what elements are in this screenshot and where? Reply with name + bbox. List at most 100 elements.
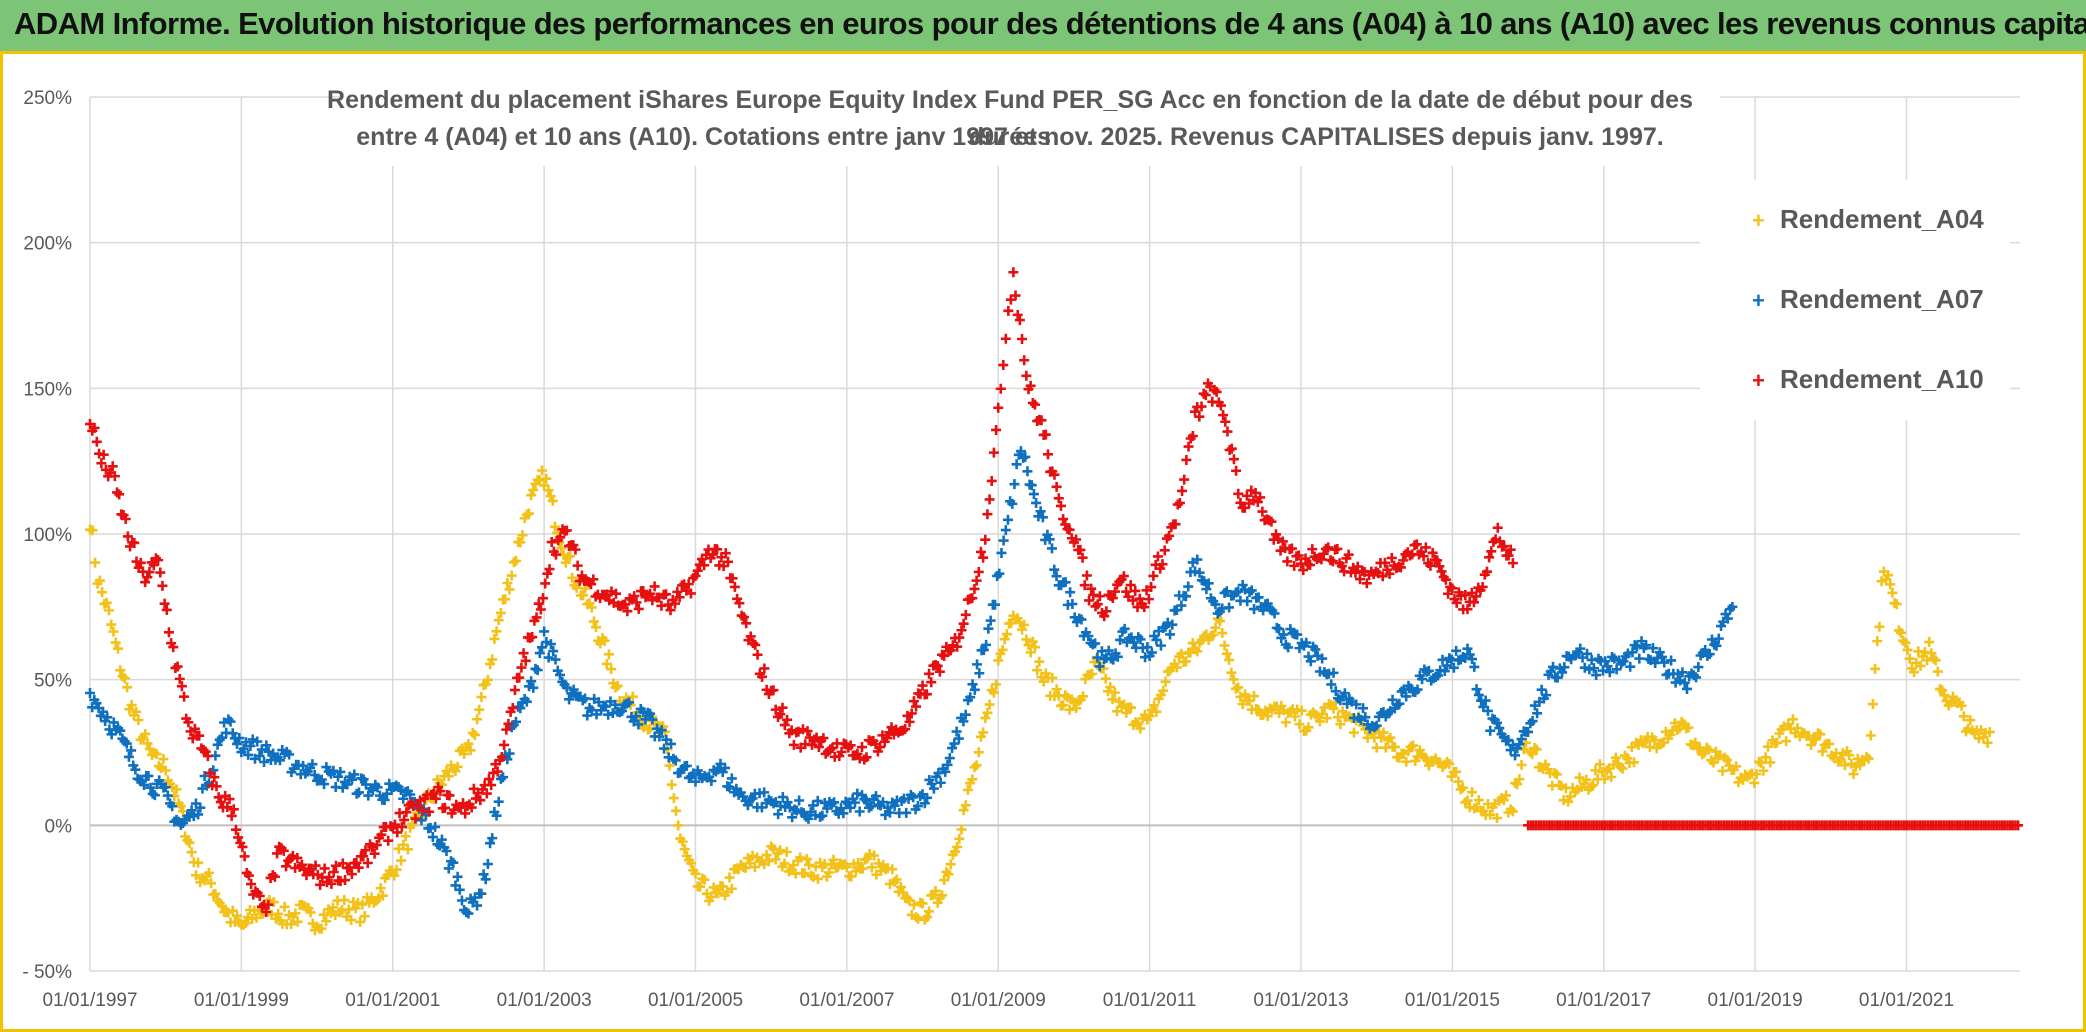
- legend-label-a07: Rendement_A07: [1780, 284, 1984, 314]
- point-rendement-a04: [500, 594, 511, 605]
- point-rendement-a07: [1233, 586, 1244, 597]
- point-rendement-a04: [726, 883, 737, 894]
- point-rendement-a10: [934, 666, 945, 677]
- point-rendement-a10: [107, 461, 118, 472]
- point-rendement-a10: [1118, 571, 1129, 582]
- point-rendement-a10: [540, 578, 551, 589]
- point-rendement-a07: [603, 709, 614, 720]
- point-rendement-a04: [958, 805, 969, 816]
- point-rendement-a04: [131, 706, 142, 717]
- point-rendement-a10: [1092, 599, 1103, 610]
- point-rendement-a10: [531, 612, 542, 623]
- point-rendement-a10: [1198, 388, 1209, 399]
- point-rendement-a07: [472, 900, 483, 911]
- point-rendement-a04: [528, 484, 539, 495]
- point-rendement-a10: [670, 598, 681, 609]
- point-rendement-a04: [327, 902, 338, 913]
- point-rendement-a07: [1492, 717, 1503, 728]
- point-rendement-a10: [129, 537, 140, 548]
- point-rendement-a07: [555, 669, 566, 680]
- point-rendement-a04: [804, 859, 815, 870]
- point-rendement-a04: [954, 833, 965, 844]
- point-rendement-a07: [663, 752, 674, 763]
- point-rendement-a10: [975, 546, 986, 557]
- point-rendement-a10: [1443, 588, 1454, 599]
- point-rendement-a10: [475, 795, 486, 806]
- point-rendement-a04: [517, 530, 528, 541]
- point-rendement-a04: [122, 682, 133, 693]
- point-rendement-a04: [526, 490, 537, 501]
- point-rendement-a10: [1447, 583, 1458, 594]
- point-rendement-a04: [140, 728, 151, 739]
- point-rendement-a10: [1027, 397, 1038, 408]
- point-rendement-a04: [967, 774, 978, 785]
- point-rendement-a07: [353, 787, 364, 798]
- point-rendement-a07: [1351, 699, 1362, 710]
- point-rendement-a07: [456, 895, 467, 906]
- point-rendement-a04: [268, 897, 279, 908]
- point-rendement-a10: [1316, 554, 1327, 565]
- point-rendement-a07: [845, 802, 856, 813]
- point-rendement-a04: [984, 699, 995, 710]
- point-rendement-a10: [91, 436, 102, 447]
- point-rendement-a07: [1151, 634, 1162, 645]
- point-rendement-a04: [1902, 644, 1913, 655]
- point-rendement-a10: [1460, 590, 1471, 601]
- point-rendement-a10: [745, 631, 756, 642]
- point-rendement-a07: [1015, 446, 1026, 457]
- point-rendement-a04: [1982, 737, 1993, 748]
- point-rendement-a10: [984, 494, 995, 505]
- point-rendement-a10: [971, 575, 982, 586]
- point-rendement-a10: [900, 724, 911, 735]
- point-rendement-a04: [1870, 663, 1881, 674]
- point-rendement-a04: [1824, 738, 1835, 749]
- point-rendement-a07: [1194, 567, 1205, 578]
- point-rendement-a10: [1355, 574, 1366, 585]
- point-rendement-a04: [106, 619, 117, 630]
- x-tick-label: 01/01/1997: [42, 990, 137, 1011]
- point-rendement-a07: [342, 779, 353, 790]
- point-rendement-a07: [349, 769, 360, 780]
- point-rendement-a10: [1051, 481, 1062, 492]
- chart-frame: [0, 54, 2086, 1032]
- point-rendement-a10: [631, 597, 642, 608]
- point-rendement-a10: [1277, 536, 1288, 547]
- point-rendement-a07: [1473, 689, 1484, 700]
- point-rendement-a10: [782, 714, 793, 725]
- point-rendement-a04: [565, 551, 576, 562]
- point-rendement-a07: [545, 639, 556, 650]
- legend-background: [1700, 180, 2010, 420]
- point-rendement-a04: [1810, 734, 1821, 745]
- point-rendement-a04: [1180, 656, 1191, 667]
- point-rendement-a04: [318, 909, 329, 920]
- point-rendement-a10: [1307, 544, 1318, 555]
- point-rendement-a10: [1425, 560, 1436, 571]
- point-rendement-a10: [399, 814, 410, 825]
- point-rendement-a07: [452, 871, 463, 882]
- point-rendement-a07: [1283, 642, 1294, 653]
- point-rendement-a07: [852, 788, 863, 799]
- point-rendement-a04: [969, 762, 980, 773]
- point-rendement-a10: [993, 402, 1004, 413]
- point-rendement-a04: [1581, 774, 1592, 785]
- point-rendement-a10: [551, 549, 562, 560]
- point-rendement-a04: [1865, 730, 1876, 741]
- point-rendement-a07: [485, 838, 496, 849]
- point-rendement-a10: [1286, 543, 1297, 554]
- point-rendement-a04: [668, 793, 679, 804]
- point-rendement-a10: [492, 766, 503, 777]
- point-rendement-a10: [533, 598, 544, 609]
- point-rendement-a10: [170, 663, 181, 674]
- point-rendement-a04: [1599, 774, 1610, 785]
- point-rendement-a07: [1541, 690, 1552, 701]
- point-rendement-a04: [556, 543, 567, 554]
- point-rendement-a04: [227, 905, 238, 916]
- point-rendement-a10: [738, 612, 749, 623]
- point-rendement-a04: [316, 923, 327, 934]
- point-rendement-a07: [162, 790, 173, 801]
- point-rendement-a10: [486, 780, 497, 791]
- point-rendement-a04: [476, 692, 487, 703]
- data-points: [85, 267, 2024, 936]
- point-rendement-a07: [670, 755, 681, 766]
- point-rendement-a07: [1258, 605, 1269, 616]
